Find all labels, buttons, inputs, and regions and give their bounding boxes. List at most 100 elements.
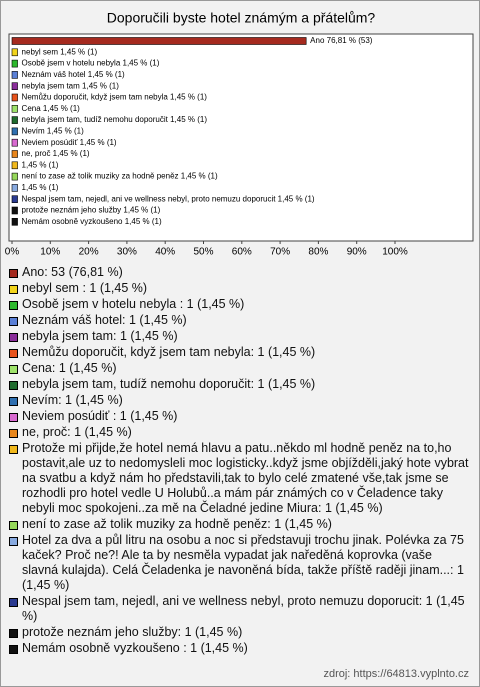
- value-label: Nevím 1,45 % (1): [22, 127, 85, 136]
- plot-frame: [8, 33, 474, 242]
- legend-swatch: [9, 598, 18, 607]
- value-label: Nemám osobně vyzkoušeno 1,45 % (1): [22, 217, 162, 226]
- bar: [11, 105, 18, 113]
- legend-item: Protože mi přijde,že hotel nemá hlavu a …: [9, 441, 471, 516]
- legend-swatch: [9, 429, 18, 438]
- value-label: není to zase až tolik muziky za hodně pe…: [22, 172, 218, 181]
- value-label: Osobě jsem v hotelu nebyla 1,45 % (1): [22, 59, 160, 68]
- x-tick-label: 20%: [79, 247, 99, 258]
- legend-swatch: [9, 285, 18, 294]
- value-label: protože neznám jeho služby 1,45 % (1): [22, 206, 161, 215]
- legend-swatch: [9, 629, 18, 638]
- legend-item: Neznám váš hotel: 1 (1,45 %): [9, 313, 471, 328]
- legend-swatch: [9, 645, 18, 654]
- legend-label: nebyla jsem tam: 1 (1,45 %): [22, 329, 178, 343]
- value-label: Nespal jsem tam, nejedl, ani ve wellness…: [22, 194, 315, 203]
- value-label: nebyla jsem tam, tudíž nemohu doporučit …: [22, 115, 208, 124]
- value-label: Neznám váš hotel 1,45 % (1): [22, 70, 125, 79]
- legend-label: Cena: 1 (1,45 %): [22, 361, 117, 375]
- legend-label: Protože mi přijde,že hotel nemá hlavu a …: [22, 441, 469, 515]
- legend-swatch: [9, 445, 18, 454]
- legend-label: Nemám osobně vyzkoušeno : 1 (1,45 %): [22, 641, 248, 655]
- legend-item: nebyla jsem tam: 1 (1,45 %): [9, 329, 471, 344]
- legend-label: Nevím: 1 (1,45 %): [22, 393, 123, 407]
- bar: [11, 93, 18, 102]
- value-label: nebyl sem 1,45 % (1): [22, 47, 98, 56]
- bar: [11, 161, 18, 170]
- value-label: Neviem posúdiť 1,45 % (1): [22, 138, 117, 147]
- legend-swatch: [9, 333, 18, 342]
- legend-swatch: [9, 269, 18, 278]
- value-label: Cena 1,45 % (1): [22, 104, 81, 113]
- legend-label: Nemůžu doporučit, když jsem tam nebyla: …: [22, 345, 316, 359]
- legend-label: Hotel za dva a půl litru na osobu a noc …: [22, 533, 464, 592]
- legend-swatch: [9, 365, 18, 374]
- legend-item: Neviem posúdiť : 1 (1,45 %): [9, 409, 471, 424]
- value-label: nebyla jsem tam 1,45 % (1): [22, 81, 120, 90]
- legend-swatch: [9, 301, 18, 310]
- legend-swatch: [9, 521, 18, 530]
- x-tick-label: 30%: [117, 247, 137, 258]
- bar: [11, 150, 18, 158]
- legend-item: Nemám osobně vyzkoušeno : 1 (1,45 %): [9, 641, 471, 656]
- legend-swatch: [9, 413, 18, 422]
- x-tick-label: 70%: [270, 247, 290, 258]
- bar: [11, 59, 18, 68]
- legend-item: Cena: 1 (1,45 %): [9, 361, 471, 376]
- legend-item: Ano: 53 (76,81 %): [9, 265, 471, 280]
- bar: [11, 218, 18, 226]
- legend: Ano: 53 (76,81 %) nebyl sem : 1 (1,45 %) O…: [9, 265, 471, 657]
- legend-label: Nespal jsem tam, nejedl, ani ve wellness…: [22, 594, 465, 623]
- legend-label: Ano: 53 (76,81 %): [22, 265, 123, 279]
- value-label: Nemůžu doporučit, když jsem tam nebyla 1…: [22, 93, 208, 102]
- legend-swatch: [9, 537, 18, 546]
- legend-item: nebyl sem : 1 (1,45 %): [9, 281, 471, 296]
- bar: [11, 82, 18, 90]
- x-tick-label: 100%: [382, 247, 408, 258]
- bar: [11, 48, 18, 57]
- legend-label: není to zase až tolik muziky za hodně pe…: [22, 517, 332, 531]
- value-label: 1,45 % (1): [22, 183, 59, 192]
- bar: [11, 184, 18, 192]
- bar: [11, 138, 18, 147]
- x-tick-label: 50%: [193, 247, 213, 258]
- legend-item: Osobě jsem v hotelu nebyla : 1 (1,45 %): [9, 297, 471, 312]
- legend-item: protože neznám jeho služby: 1 (1,45 %): [9, 625, 471, 640]
- legend-item: Nemůžu doporučit, když jsem tam nebyla: …: [9, 345, 471, 360]
- x-tick-label: 80%: [308, 247, 328, 258]
- bar: [11, 172, 18, 181]
- legend-label: ne, proč: 1 (1,45 %): [22, 425, 132, 439]
- bar: [11, 71, 18, 79]
- bar: [11, 37, 307, 45]
- legend-item: není to zase až tolik muziky za hodně pe…: [9, 517, 471, 532]
- bar: [11, 116, 18, 124]
- legend-label: Neviem posúdiť : 1 (1,45 %): [22, 409, 178, 423]
- legend-item: Hotel za dva a půl litru na osobu a noc …: [9, 533, 471, 593]
- bar: [11, 127, 18, 136]
- legend-label: nebyl sem : 1 (1,45 %): [22, 281, 148, 295]
- x-tick-label: 40%: [155, 247, 175, 258]
- legend-swatch: [9, 317, 18, 326]
- legend-item: nebyla jsem tam, tudíž nemohu doporučit:…: [9, 377, 471, 392]
- x-tick-label: 90%: [347, 247, 367, 258]
- legend-item: Nespal jsem tam, nejedl, ani ve wellness…: [9, 594, 471, 624]
- x-tick-label: 60%: [232, 247, 252, 258]
- value-label: Ano 76,81 % (53): [310, 36, 373, 45]
- value-label: ne, proč 1,45 % (1): [22, 149, 90, 158]
- chart-title: Doporučili byste hotel známým a přátelům…: [107, 10, 376, 26]
- chart: Doporučili byste hotel známým a přátelům…: [5, 10, 474, 258]
- legend-label: Neznám váš hotel: 1 (1,45 %): [22, 313, 187, 327]
- x-tick-label: 10%: [40, 247, 60, 258]
- x-tick-label: 0%: [5, 247, 20, 258]
- legend-label: nebyla jsem tam, tudíž nemohu doporučit:…: [22, 377, 316, 391]
- bar: [11, 206, 18, 215]
- value-label: 1,45 % (1): [22, 160, 59, 169]
- bar: [11, 195, 18, 203]
- legend-item: Nevím: 1 (1,45 %): [9, 393, 471, 408]
- source: zdroj: https://64813.vyplnto.cz: [323, 668, 469, 680]
- legend-swatch: [9, 349, 18, 358]
- legend-item: ne, proč: 1 (1,45 %): [9, 425, 471, 440]
- legend-swatch: [9, 397, 18, 406]
- legend-label: Osobě jsem v hotelu nebyla : 1 (1,45 %): [22, 297, 245, 311]
